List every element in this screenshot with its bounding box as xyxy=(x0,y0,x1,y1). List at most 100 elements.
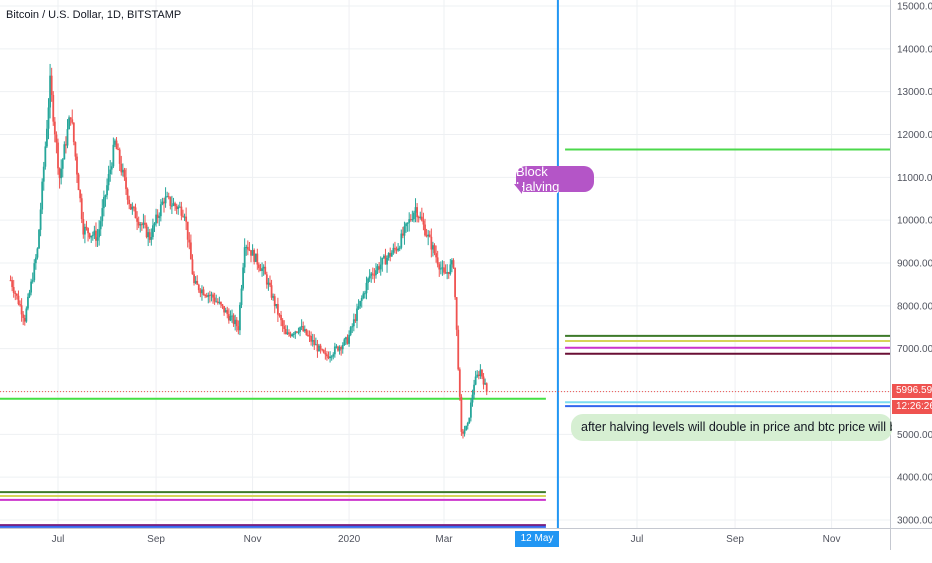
candle-body xyxy=(256,254,258,265)
candle-body xyxy=(464,430,466,433)
candle-body xyxy=(416,207,418,217)
candle-body xyxy=(277,304,279,315)
block-halving-callout[interactable]: Block Halving xyxy=(516,166,594,192)
candle-body xyxy=(486,383,488,391)
candle-body xyxy=(286,332,288,334)
candle-body xyxy=(131,207,133,210)
candle-body xyxy=(22,314,24,318)
candle-body xyxy=(65,144,67,145)
candle-body xyxy=(457,330,459,370)
candle-body xyxy=(391,253,393,257)
candle-body xyxy=(293,334,295,335)
candle-body xyxy=(459,369,461,396)
candle-body xyxy=(378,266,380,269)
candle-body xyxy=(193,274,195,283)
candle-body xyxy=(81,198,83,219)
halving-date-marker: 12 May '20 xyxy=(515,531,559,547)
candle-body xyxy=(435,253,437,257)
candle-body xyxy=(244,247,246,267)
candle-body xyxy=(90,236,92,238)
candle-body xyxy=(438,264,440,269)
candle-body xyxy=(103,197,105,208)
candle-body xyxy=(461,397,463,432)
candle-body xyxy=(470,403,472,418)
candle-body xyxy=(54,122,56,135)
candle-body xyxy=(117,149,119,150)
candle-body xyxy=(180,207,182,216)
candle-body xyxy=(187,222,189,240)
candle-body xyxy=(367,278,369,282)
candle-body xyxy=(388,253,390,258)
candle-body xyxy=(342,345,344,349)
candle-body xyxy=(263,267,265,269)
candle-body xyxy=(370,273,372,275)
candle-body xyxy=(169,197,171,206)
candle-body xyxy=(275,304,277,306)
candle-body xyxy=(421,217,423,221)
candle-body xyxy=(255,254,257,262)
candle-body xyxy=(223,306,225,312)
candle-body xyxy=(296,332,298,333)
candle-body xyxy=(38,230,40,249)
candle-body xyxy=(230,316,232,320)
current-price-tag: 5996.59 xyxy=(892,384,932,398)
candle-body xyxy=(158,216,160,218)
candle-body xyxy=(111,166,113,169)
candle-body xyxy=(185,217,187,222)
candle-body xyxy=(472,395,474,403)
candle-body xyxy=(481,370,483,377)
candle-body xyxy=(250,250,252,255)
candle-body xyxy=(321,349,323,350)
candle-body xyxy=(304,329,306,331)
candle-body xyxy=(207,295,209,297)
candle-body xyxy=(157,215,159,218)
y-tick-label: 12000.00 xyxy=(897,130,932,141)
candle-body xyxy=(380,265,382,270)
candle-body xyxy=(212,294,214,297)
candle-body xyxy=(279,315,281,316)
overlay-lines xyxy=(0,0,890,528)
price-chart[interactable]: 15000.0014000.0013000.0012000.0011000.00… xyxy=(0,0,932,550)
candle-body xyxy=(87,228,89,233)
candle-body xyxy=(192,259,194,274)
candle-body xyxy=(133,207,135,208)
candle-body xyxy=(288,332,290,334)
candle-body xyxy=(294,332,296,334)
candle-body xyxy=(174,203,176,206)
candle-body xyxy=(339,347,341,351)
candle-body xyxy=(108,174,110,185)
candle-body xyxy=(479,370,481,376)
candle-body xyxy=(291,334,293,336)
candle-body xyxy=(407,223,409,224)
x-tick-label: Sep xyxy=(726,534,744,545)
candlesticks xyxy=(10,64,488,439)
candle-body xyxy=(162,202,164,205)
candle-body xyxy=(198,285,200,290)
candle-body xyxy=(199,290,201,293)
candle-body xyxy=(62,159,64,168)
candle-body xyxy=(30,282,32,293)
candle-body xyxy=(462,432,464,434)
price-axis[interactable]: 15000.0014000.0013000.0012000.0011000.00… xyxy=(891,0,932,550)
candle-body xyxy=(82,219,84,234)
candle-body xyxy=(109,170,111,175)
x-tick-label: Mar xyxy=(435,534,453,545)
candle-body xyxy=(27,297,29,309)
candle-body xyxy=(182,216,184,217)
candle-body xyxy=(35,258,37,264)
candle-body xyxy=(274,296,276,306)
candle-body xyxy=(476,375,478,377)
candle-body xyxy=(358,306,360,308)
candle-body xyxy=(253,250,255,262)
candle-body xyxy=(98,229,100,237)
candle-body xyxy=(242,267,244,288)
candle-body xyxy=(356,309,358,321)
candle-body xyxy=(203,289,205,295)
candle-body xyxy=(418,217,420,218)
candle-body xyxy=(89,233,91,237)
halving-note-callout[interactable]: after halving levels will double in pric… xyxy=(571,414,892,441)
candle-body xyxy=(280,315,282,320)
y-tick-label: 10000.00 xyxy=(897,216,932,227)
x-tick-label: 2020 xyxy=(338,534,361,545)
